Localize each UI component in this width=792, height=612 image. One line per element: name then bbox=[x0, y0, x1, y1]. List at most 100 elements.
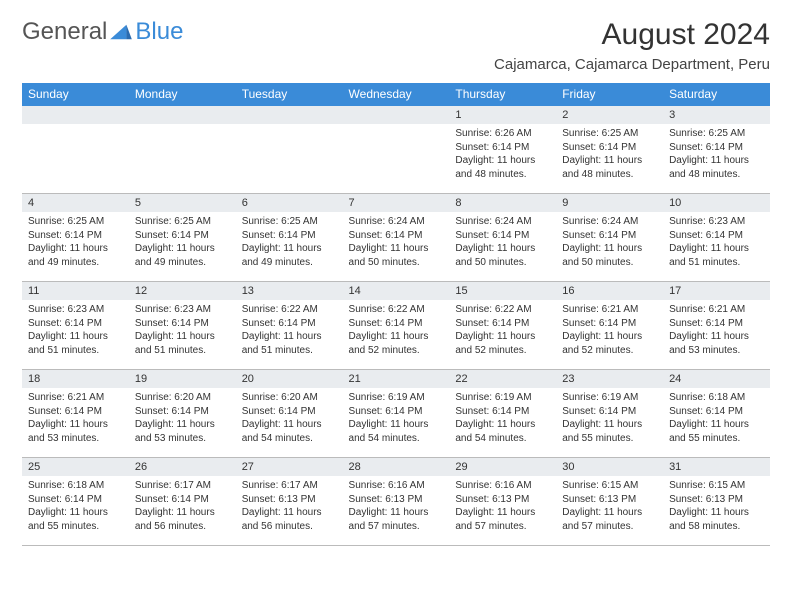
day-cell: 9Sunrise: 6:24 AMSunset: 6:14 PMDaylight… bbox=[556, 194, 663, 282]
sunrise-line: Sunrise: 6:24 AM bbox=[455, 215, 550, 229]
sunset-line: Sunset: 6:14 PM bbox=[135, 229, 230, 243]
sunrise-line: Sunrise: 6:25 AM bbox=[28, 215, 123, 229]
sunset-line: Sunset: 6:13 PM bbox=[669, 493, 764, 507]
daylight-line: Daylight: 11 hours and 54 minutes. bbox=[242, 418, 337, 445]
calendar-body: 1Sunrise: 6:26 AMSunset: 6:14 PMDaylight… bbox=[22, 106, 770, 546]
day-cell: 3Sunrise: 6:25 AMSunset: 6:14 PMDaylight… bbox=[663, 106, 770, 194]
daylight-line: Daylight: 11 hours and 56 minutes. bbox=[242, 506, 337, 533]
daylight-line: Daylight: 11 hours and 52 minutes. bbox=[455, 330, 550, 357]
day-details: Sunrise: 6:16 AMSunset: 6:13 PMDaylight:… bbox=[343, 476, 450, 536]
day-number: 6 bbox=[236, 194, 343, 212]
calendar-week-row: 25Sunrise: 6:18 AMSunset: 6:14 PMDayligh… bbox=[22, 458, 770, 546]
sunset-line: Sunset: 6:14 PM bbox=[455, 317, 550, 331]
sunrise-line: Sunrise: 6:25 AM bbox=[669, 127, 764, 141]
logo-triangle-icon bbox=[110, 23, 132, 41]
day-details: Sunrise: 6:21 AMSunset: 6:14 PMDaylight:… bbox=[556, 300, 663, 360]
day-number: 13 bbox=[236, 282, 343, 300]
day-cell: 17Sunrise: 6:21 AMSunset: 6:14 PMDayligh… bbox=[663, 282, 770, 370]
sunrise-line: Sunrise: 6:18 AM bbox=[669, 391, 764, 405]
sunrise-line: Sunrise: 6:19 AM bbox=[349, 391, 444, 405]
day-number: 19 bbox=[129, 370, 236, 388]
day-cell: 13Sunrise: 6:22 AMSunset: 6:14 PMDayligh… bbox=[236, 282, 343, 370]
day-cell: 8Sunrise: 6:24 AMSunset: 6:14 PMDaylight… bbox=[449, 194, 556, 282]
day-number: 31 bbox=[663, 458, 770, 476]
sunset-line: Sunset: 6:13 PM bbox=[455, 493, 550, 507]
day-cell: 21Sunrise: 6:19 AMSunset: 6:14 PMDayligh… bbox=[343, 370, 450, 458]
sunset-line: Sunset: 6:14 PM bbox=[349, 229, 444, 243]
calendar-week-row: 4Sunrise: 6:25 AMSunset: 6:14 PMDaylight… bbox=[22, 194, 770, 282]
day-number: 16 bbox=[556, 282, 663, 300]
sunrise-line: Sunrise: 6:21 AM bbox=[562, 303, 657, 317]
sunrise-line: Sunrise: 6:25 AM bbox=[135, 215, 230, 229]
day-cell: 10Sunrise: 6:23 AMSunset: 6:14 PMDayligh… bbox=[663, 194, 770, 282]
weekday-header: Thursday bbox=[449, 83, 556, 106]
daylight-line: Daylight: 11 hours and 52 minutes. bbox=[562, 330, 657, 357]
day-cell: 31Sunrise: 6:15 AMSunset: 6:13 PMDayligh… bbox=[663, 458, 770, 546]
day-cell: 30Sunrise: 6:15 AMSunset: 6:13 PMDayligh… bbox=[556, 458, 663, 546]
sunrise-line: Sunrise: 6:16 AM bbox=[349, 479, 444, 493]
day-number: 1 bbox=[449, 106, 556, 124]
day-details: Sunrise: 6:23 AMSunset: 6:14 PMDaylight:… bbox=[129, 300, 236, 360]
sunrise-line: Sunrise: 6:23 AM bbox=[28, 303, 123, 317]
day-details: Sunrise: 6:23 AMSunset: 6:14 PMDaylight:… bbox=[22, 300, 129, 360]
sunrise-line: Sunrise: 6:22 AM bbox=[349, 303, 444, 317]
day-number: 30 bbox=[556, 458, 663, 476]
daylight-line: Daylight: 11 hours and 51 minutes. bbox=[669, 242, 764, 269]
day-cell: 6Sunrise: 6:25 AMSunset: 6:14 PMDaylight… bbox=[236, 194, 343, 282]
day-cell: 2Sunrise: 6:25 AMSunset: 6:14 PMDaylight… bbox=[556, 106, 663, 194]
sunrise-line: Sunrise: 6:25 AM bbox=[562, 127, 657, 141]
day-number: 18 bbox=[22, 370, 129, 388]
day-number: 29 bbox=[449, 458, 556, 476]
day-cell: 22Sunrise: 6:19 AMSunset: 6:14 PMDayligh… bbox=[449, 370, 556, 458]
sunrise-line: Sunrise: 6:25 AM bbox=[242, 215, 337, 229]
daylight-line: Daylight: 11 hours and 50 minutes. bbox=[562, 242, 657, 269]
day-cell: 16Sunrise: 6:21 AMSunset: 6:14 PMDayligh… bbox=[556, 282, 663, 370]
daylight-line: Daylight: 11 hours and 51 minutes. bbox=[28, 330, 123, 357]
day-cell: 28Sunrise: 6:16 AMSunset: 6:13 PMDayligh… bbox=[343, 458, 450, 546]
day-details: Sunrise: 6:20 AMSunset: 6:14 PMDaylight:… bbox=[129, 388, 236, 448]
day-number: 8 bbox=[449, 194, 556, 212]
sunset-line: Sunset: 6:14 PM bbox=[562, 229, 657, 243]
empty-day-bar bbox=[129, 106, 236, 124]
calendar-week-row: 11Sunrise: 6:23 AMSunset: 6:14 PMDayligh… bbox=[22, 282, 770, 370]
daylight-line: Daylight: 11 hours and 56 minutes. bbox=[135, 506, 230, 533]
day-details: Sunrise: 6:21 AMSunset: 6:14 PMDaylight:… bbox=[22, 388, 129, 448]
day-number: 17 bbox=[663, 282, 770, 300]
daylight-line: Daylight: 11 hours and 49 minutes. bbox=[135, 242, 230, 269]
logo: General Blue bbox=[22, 18, 183, 46]
day-number: 24 bbox=[663, 370, 770, 388]
daylight-line: Daylight: 11 hours and 52 minutes. bbox=[349, 330, 444, 357]
daylight-line: Daylight: 11 hours and 49 minutes. bbox=[242, 242, 337, 269]
sunrise-line: Sunrise: 6:19 AM bbox=[455, 391, 550, 405]
day-number: 14 bbox=[343, 282, 450, 300]
logo-text-general: General bbox=[22, 18, 107, 46]
day-details: Sunrise: 6:15 AMSunset: 6:13 PMDaylight:… bbox=[663, 476, 770, 536]
daylight-line: Daylight: 11 hours and 53 minutes. bbox=[669, 330, 764, 357]
daylight-line: Daylight: 11 hours and 55 minutes. bbox=[562, 418, 657, 445]
day-details: Sunrise: 6:21 AMSunset: 6:14 PMDaylight:… bbox=[663, 300, 770, 360]
sunrise-line: Sunrise: 6:21 AM bbox=[28, 391, 123, 405]
day-details: Sunrise: 6:22 AMSunset: 6:14 PMDaylight:… bbox=[236, 300, 343, 360]
day-cell: 25Sunrise: 6:18 AMSunset: 6:14 PMDayligh… bbox=[22, 458, 129, 546]
sunrise-line: Sunrise: 6:26 AM bbox=[455, 127, 550, 141]
sunset-line: Sunset: 6:14 PM bbox=[28, 317, 123, 331]
day-number: 21 bbox=[343, 370, 450, 388]
calendar-page: General Blue August 2024 Cajamarca, Caja… bbox=[0, 0, 792, 556]
sunrise-line: Sunrise: 6:16 AM bbox=[455, 479, 550, 493]
daylight-line: Daylight: 11 hours and 50 minutes. bbox=[455, 242, 550, 269]
sunrise-line: Sunrise: 6:21 AM bbox=[669, 303, 764, 317]
day-details: Sunrise: 6:25 AMSunset: 6:14 PMDaylight:… bbox=[556, 124, 663, 184]
empty-day-bar bbox=[343, 106, 450, 124]
day-details: Sunrise: 6:25 AMSunset: 6:14 PMDaylight:… bbox=[22, 212, 129, 272]
day-number: 11 bbox=[22, 282, 129, 300]
sunset-line: Sunset: 6:14 PM bbox=[669, 229, 764, 243]
day-number: 28 bbox=[343, 458, 450, 476]
day-cell: 15Sunrise: 6:22 AMSunset: 6:14 PMDayligh… bbox=[449, 282, 556, 370]
day-details: Sunrise: 6:25 AMSunset: 6:14 PMDaylight:… bbox=[663, 124, 770, 184]
day-cell: 11Sunrise: 6:23 AMSunset: 6:14 PMDayligh… bbox=[22, 282, 129, 370]
day-number: 5 bbox=[129, 194, 236, 212]
page-subtitle: Cajamarca, Cajamarca Department, Peru bbox=[494, 56, 770, 73]
sunset-line: Sunset: 6:14 PM bbox=[28, 229, 123, 243]
sunset-line: Sunset: 6:13 PM bbox=[242, 493, 337, 507]
daylight-line: Daylight: 11 hours and 55 minutes. bbox=[28, 506, 123, 533]
